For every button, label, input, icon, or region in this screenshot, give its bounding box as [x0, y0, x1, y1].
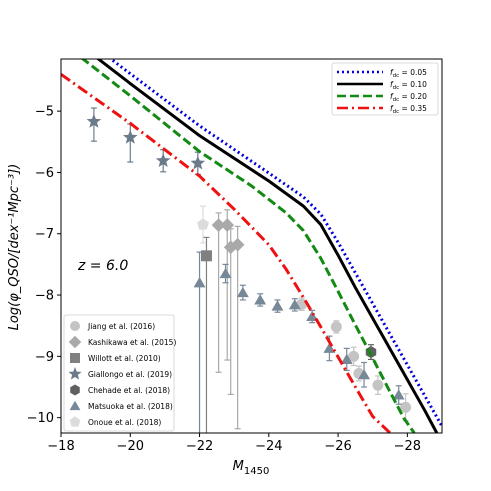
- legend-marker-chehade-et-al-2018: [70, 384, 80, 396]
- y-tick-label: −10: [27, 411, 54, 426]
- matsuoka-et-al-2018-point: [358, 368, 371, 380]
- y-tick-label: −7: [35, 227, 54, 242]
- legend-datasets-box: [63, 314, 175, 432]
- matsuoka-et-al-2018-point: [306, 310, 319, 322]
- y-tick-label: −5: [35, 105, 54, 120]
- series-line-fdc-0-10: [95, 59, 439, 433]
- jiang-et-al-2016-point: [330, 321, 342, 333]
- legend-dataset-label: Jiang et al. (2016): [87, 322, 155, 331]
- matsuoka-et-al-2018-point: [236, 286, 249, 298]
- matsuoka-et-al-2018-point: [340, 353, 353, 364]
- legend-marker-kashikawa-et-al-2015: [68, 335, 82, 349]
- y-axis-ticks: −5 −6 −7 −8 −9 −10: [27, 105, 61, 426]
- y-axis-label: Log(φ_QSO/[dex⁻¹Mpc⁻³]): [7, 164, 22, 331]
- jiang-et-al-2016-point: [372, 379, 384, 391]
- matsuoka-et-al-2018-point: [219, 267, 232, 279]
- matsuoka-et-al-2018-point: [288, 299, 301, 310]
- matsuoka-et-al-2018-point: [323, 342, 336, 353]
- giallongo-et-al-2019-point: [155, 153, 171, 168]
- model-lines: [61, 59, 442, 433]
- y-tick-label: −8: [35, 289, 54, 304]
- plot-frame: [60, 58, 443, 434]
- legend-marker-onoue-et-al-2018: [69, 416, 81, 427]
- jiang-et-al-2016-point: [348, 350, 360, 362]
- data-layer: [86, 107, 412, 433]
- legend-marker-willott-et-al-2010: [70, 353, 80, 363]
- x-tick-label: −28: [394, 439, 421, 454]
- matsuoka-et-al-2018-point: [392, 389, 405, 400]
- legend-dataset-label: Onoue et al. (2018): [88, 418, 161, 427]
- legend-dataset-label: Giallongo et al. (2019): [88, 370, 172, 379]
- onoue-et-al-2018-point: [196, 218, 210, 230]
- kashikawa-et-al-2015-point: [230, 237, 245, 252]
- legend-datasets: Jiang et al. (2016) Kashikawa et al. (201…: [63, 314, 176, 432]
- willott-et-al-2010-point: [200, 250, 212, 262]
- legend-lines-box: [331, 62, 439, 116]
- kashikawa-et-al-2015-point: [211, 218, 226, 233]
- series-line-fdc-0-20: [80, 59, 416, 433]
- x-tick-label: −20: [117, 439, 144, 454]
- legend-dataset-label: Matsuoka et al. (2018): [88, 402, 173, 411]
- legend-line-label: fdc = 0.35: [390, 104, 427, 115]
- y-tick-label: −9: [35, 350, 54, 365]
- x-tick-label: −26: [324, 439, 351, 454]
- legend-dataset-label: Kashikawa et al. (2015): [88, 338, 176, 347]
- x-tick-label: −22: [186, 439, 213, 454]
- jiang-et-al-2016-point: [400, 401, 412, 413]
- giallongo-et-al-2019-point: [86, 113, 102, 128]
- legend-line-label: fdc = 0.10: [390, 80, 427, 91]
- x-tick-label: −18: [47, 439, 74, 454]
- matsuoka-et-al-2018-point: [193, 277, 206, 288]
- legend-marker-matsuoka-et-al-2018: [69, 400, 81, 411]
- x-axis-label: M1450: [233, 459, 270, 477]
- legend-dataset-label: Chehade et al. (2018): [88, 386, 170, 395]
- legend-marker-giallongo-et-al-2019: [68, 367, 82, 380]
- series-line-fdc-0-35: [61, 73, 392, 433]
- redshift-annotation: z = 6.0: [77, 258, 128, 274]
- legend-line-label: fdc = 0.05: [390, 68, 427, 79]
- legend-line-label: fdc = 0.20: [390, 92, 427, 103]
- x-axis-ticks: −18 −20 −22 −24 −26 −28: [47, 433, 421, 454]
- kashikawa-et-al-2015-point: [220, 218, 235, 233]
- legend-dataset-label: Willott et al. (2010): [88, 354, 161, 363]
- giallongo-et-al-2019-point: [122, 129, 138, 144]
- y-tick-label: −6: [35, 166, 54, 181]
- legend-marker-jiang-et-al-2016: [70, 321, 80, 331]
- matsuoka-et-al-2018-point: [254, 294, 267, 305]
- x-tick-label: −24: [255, 439, 282, 454]
- giallongo-et-al-2019-point: [190, 155, 206, 170]
- matsuoka-et-al-2018-point: [271, 300, 284, 311]
